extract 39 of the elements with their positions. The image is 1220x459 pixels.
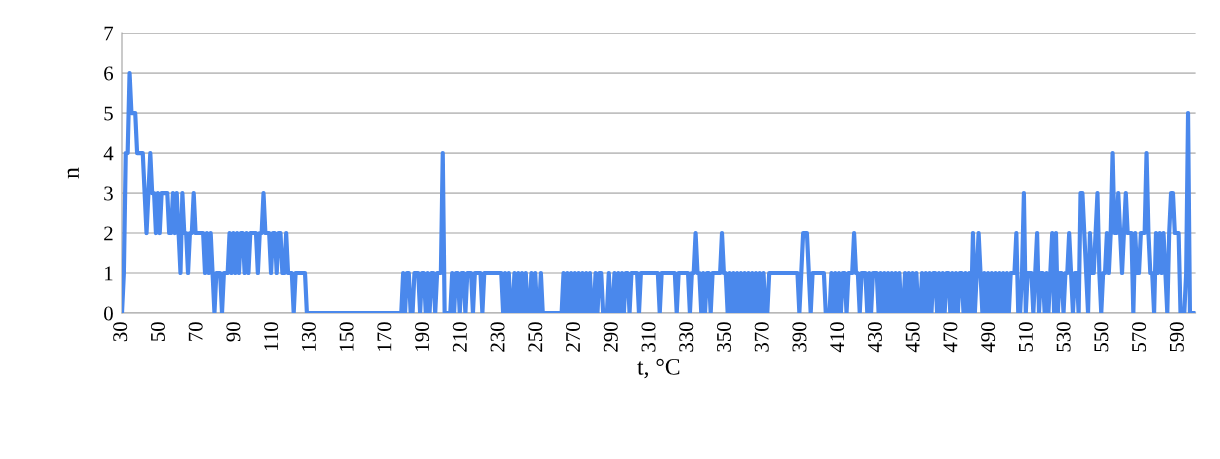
x-tick-label: 430 bbox=[867, 322, 882, 353]
x-tick-label: 130 bbox=[301, 322, 316, 351]
x-tick-label: 30 bbox=[113, 322, 128, 342]
x-tick-label: 550 bbox=[1094, 322, 1109, 352]
x-tick-label: 50 bbox=[150, 322, 165, 341]
x-tick-label: 350 bbox=[716, 322, 731, 352]
x-tick-label: 310 bbox=[641, 322, 656, 352]
x-tick-label: 250 bbox=[528, 322, 543, 352]
x-tick-label: 170 bbox=[377, 322, 392, 351]
x-tick-label: 570 bbox=[1132, 322, 1147, 352]
x-axis-title: t, °C bbox=[637, 358, 680, 379]
y-tick-label: 3 bbox=[104, 186, 113, 201]
x-tick-label: 390 bbox=[792, 322, 807, 352]
x-tick-label: 530 bbox=[1056, 322, 1071, 352]
x-tick-label: 270 bbox=[565, 322, 581, 352]
x-tick-label: 450 bbox=[905, 322, 920, 353]
x-tick-label: 330 bbox=[679, 322, 694, 352]
y-tick-label: 2 bbox=[104, 226, 113, 241]
x-tick-label: 150 bbox=[339, 322, 354, 351]
x-tick-label: 470 bbox=[943, 322, 958, 353]
x-tick-label: 210 bbox=[452, 322, 467, 352]
y-tick-label: 7 bbox=[104, 26, 114, 41]
y-tick-label: 0 bbox=[104, 306, 113, 321]
y-tick-label: 6 bbox=[104, 66, 114, 81]
x-tick-label: 90 bbox=[226, 322, 241, 342]
x-tick-label: 510 bbox=[1018, 322, 1033, 352]
x-tick-label: 590 bbox=[1169, 322, 1184, 352]
y-tick-label: 1 bbox=[105, 266, 113, 281]
x-tick-label: 290 bbox=[603, 322, 618, 352]
x-tick-label: 370 bbox=[754, 322, 769, 352]
y-axis-title: n bbox=[67, 167, 79, 179]
y-tick-label: 4 bbox=[103, 146, 114, 161]
x-tick-label: 110 bbox=[264, 322, 279, 351]
x-tick-label: 410 bbox=[830, 322, 845, 353]
x-tick-label: 70 bbox=[188, 322, 203, 341]
x-tick-label: 190 bbox=[415, 322, 430, 351]
x-tick-label: 230 bbox=[490, 322, 505, 352]
x-tick-label: 490 bbox=[981, 322, 996, 353]
y-tick-label: 5 bbox=[104, 106, 113, 121]
